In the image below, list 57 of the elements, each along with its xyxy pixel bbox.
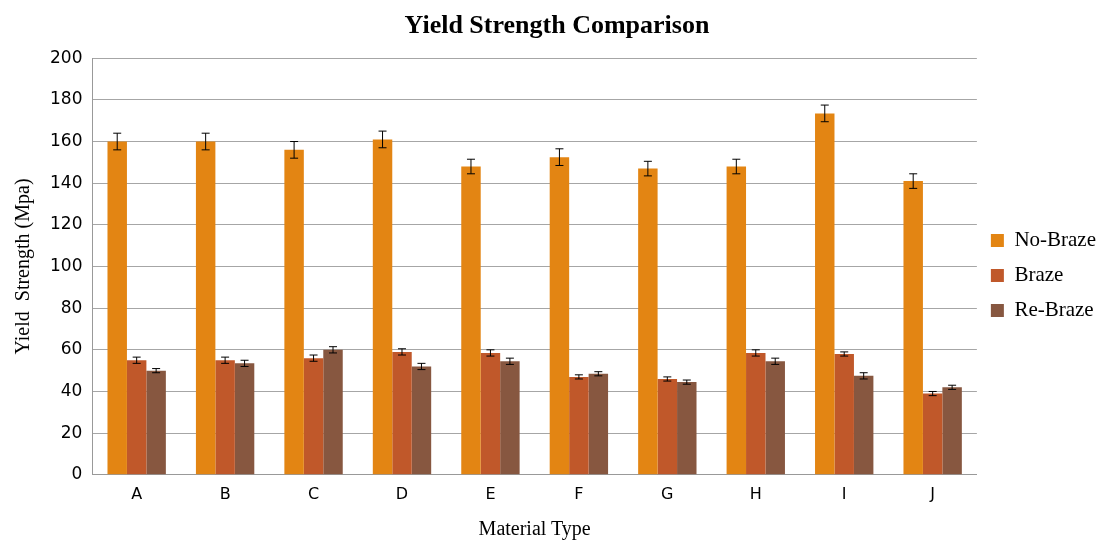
x-tick-label: E [485, 483, 496, 503]
bar [303, 358, 324, 475]
bar [638, 168, 658, 475]
y-tick-label: 200 [49, 46, 83, 67]
bar [903, 181, 923, 475]
y-tick-label: 160 [49, 129, 83, 150]
bar [765, 361, 785, 475]
legend-label: No-Braze [1014, 227, 1096, 252]
bar [726, 166, 747, 475]
bar [834, 353, 854, 475]
x-tick-label: F [574, 483, 584, 503]
bar [657, 378, 678, 475]
x-tick-label: I [841, 483, 847, 503]
bar [549, 157, 570, 475]
y-tick-label: 20 [60, 421, 83, 442]
bar [107, 141, 127, 475]
legend-label: Re-Braze [1014, 297, 1094, 322]
x-tick-label: B [219, 483, 231, 503]
x-tick-label: C [307, 483, 320, 503]
bar [372, 139, 393, 475]
bar [234, 363, 255, 475]
x-axis-title: Material Type [478, 517, 591, 541]
bar [392, 351, 412, 475]
x-tick-label: J [929, 483, 936, 503]
legend-label: Braze [1014, 262, 1064, 287]
chart-title: Yield Strength Comparison [404, 10, 710, 40]
bar [588, 373, 609, 475]
bar [480, 352, 501, 475]
y-tick-label: 40 [60, 379, 83, 400]
x-tick-label: A [131, 483, 143, 503]
x-tick-label: D [395, 483, 409, 503]
bar [126, 360, 147, 475]
y-tick-label: 60 [60, 338, 83, 359]
y-axis-title: Yield Strength (Mpa) [11, 178, 35, 355]
bar [853, 375, 874, 475]
bar [284, 149, 304, 475]
x-tick-label: G [661, 483, 674, 503]
y-tick-label: 180 [49, 88, 83, 109]
y-tick-label: 80 [60, 296, 83, 317]
bar [461, 166, 481, 475]
bar [411, 366, 432, 475]
y-tick-label: 140 [49, 171, 83, 192]
bar [569, 376, 589, 475]
bar [146, 370, 166, 475]
y-tick-label: 120 [49, 213, 83, 234]
y-tick-label: 0 [71, 463, 83, 484]
bar [500, 361, 520, 475]
x-tick-label: H [749, 483, 762, 503]
bar [942, 387, 962, 475]
bar [215, 360, 235, 475]
y-tick-label: 100 [49, 254, 83, 275]
bar [195, 141, 216, 475]
bar [922, 393, 943, 475]
bar [677, 382, 697, 475]
bar [815, 113, 835, 475]
bar [746, 352, 766, 475]
bar [323, 349, 343, 475]
